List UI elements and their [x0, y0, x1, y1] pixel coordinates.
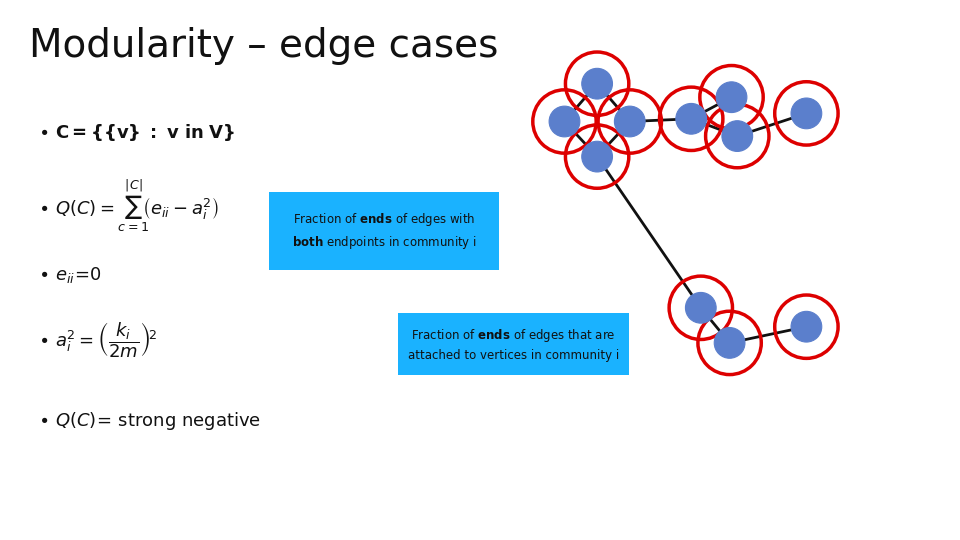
- Text: Modularity – edge cases: Modularity – edge cases: [29, 27, 498, 65]
- Ellipse shape: [722, 121, 753, 151]
- Ellipse shape: [614, 106, 645, 137]
- FancyBboxPatch shape: [269, 192, 499, 270]
- Text: Fraction of $\mathbf{ends}$ of edges with
$\mathbf{both}$ endpoints in community: Fraction of $\mathbf{ends}$ of edges wit…: [292, 211, 476, 251]
- Text: $\bullet\ \mathbf{C=\{\{v\}\ :\ v\ in\ V\}}$: $\bullet\ \mathbf{C=\{\{v\}\ :\ v\ in\ V…: [38, 122, 236, 143]
- Text: $\bullet\ a_i^2 = \left(\dfrac{k_i}{2m}\right)^{\!2}$: $\bullet\ a_i^2 = \left(\dfrac{k_i}{2m}\…: [38, 320, 157, 360]
- Ellipse shape: [582, 69, 612, 99]
- FancyBboxPatch shape: [398, 313, 629, 375]
- Text: Fraction of $\mathbf{ends}$ of edges that are
attached to vertices in community : Fraction of $\mathbf{ends}$ of edges tha…: [408, 327, 619, 362]
- Text: $\bullet\ Q(C)\!=\!$ strong negative: $\bullet\ Q(C)\!=\!$ strong negative: [38, 410, 261, 432]
- Ellipse shape: [582, 141, 612, 172]
- Text: $\bullet\ Q(C) = \sum_{c=1}^{|C|}\!\!\left(e_{ii} - a_i^2\right)$: $\bullet\ Q(C) = \sum_{c=1}^{|C|}\!\!\le…: [38, 177, 219, 234]
- Ellipse shape: [549, 106, 580, 137]
- Ellipse shape: [791, 312, 822, 342]
- Ellipse shape: [716, 82, 747, 112]
- Ellipse shape: [685, 293, 716, 323]
- Ellipse shape: [714, 328, 745, 358]
- Ellipse shape: [676, 104, 707, 134]
- Text: $\bullet\ e_{ii}\!=\!0$: $\bullet\ e_{ii}\!=\!0$: [38, 265, 103, 286]
- Polygon shape: [302, 254, 370, 267]
- Ellipse shape: [791, 98, 822, 129]
